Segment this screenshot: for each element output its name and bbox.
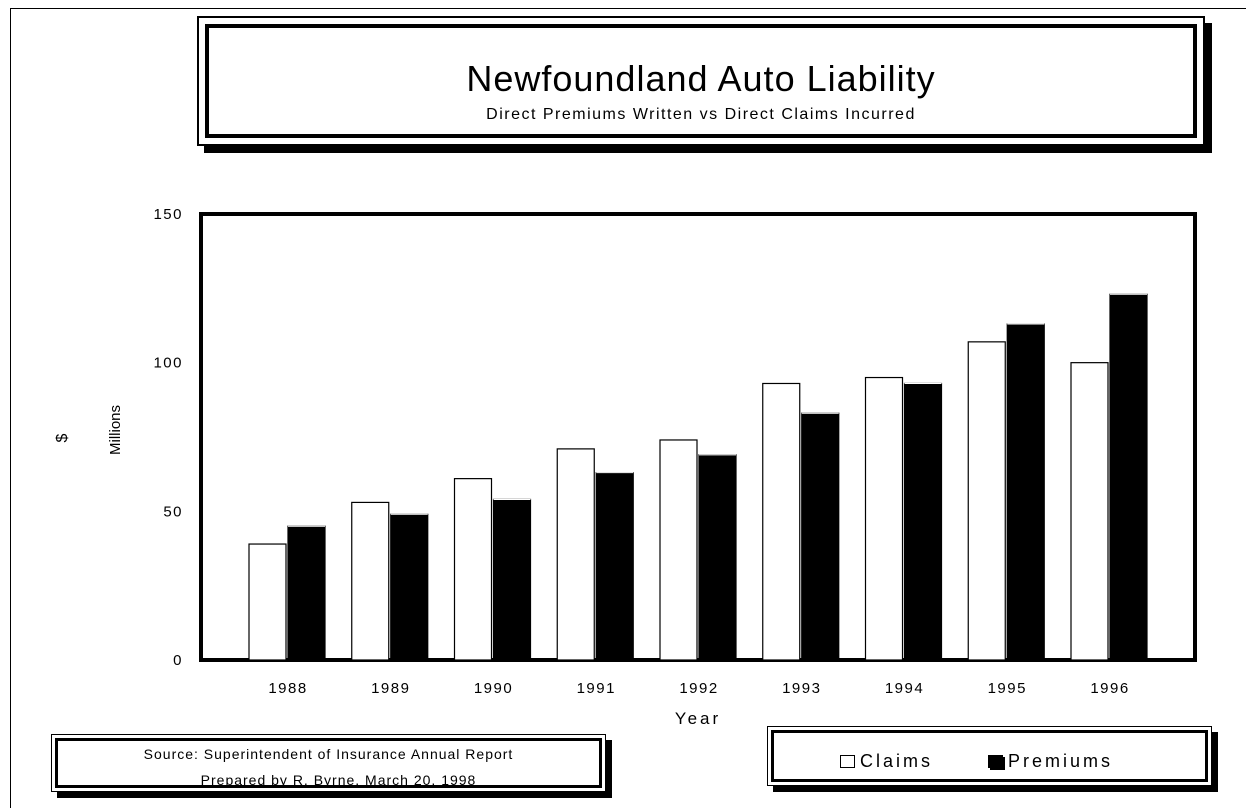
claims-bar [453,478,493,661]
legend: Claims Premiums [767,726,1212,786]
x-tick-label: 1995 [988,680,1027,697]
page-frame [10,8,1246,808]
x-axis-label: Year [675,709,721,728]
premiums-bar [1109,293,1148,661]
legend-item-claims: Claims [840,751,933,772]
claims-bar [556,448,595,661]
y-axis-label-unit: Millions [107,405,124,455]
y-tick-label: 100 [153,355,183,372]
claims-bar [1070,362,1109,661]
y-tick-label: 150 [153,206,183,223]
tick-labels: 1988 1989 1990 1991 1992 1993 1994 1995 1996 0 50 1… [153,206,1129,697]
legend-inner-frame: Claims Premiums [771,730,1208,782]
premiums-bar [1006,323,1045,661]
legend-item-premiums: Premiums [988,751,1113,772]
x-tick-label: 1992 [679,680,718,697]
x-tick-label: 1991 [577,680,616,697]
premiums-bar [698,454,737,661]
premiums-swatch [988,755,1003,768]
legend-label-claims: Claims [860,751,934,771]
y-tick-label: 50 [163,503,183,520]
claims-bar [351,501,390,661]
title-box: Newfoundland Auto Liability Direct Premi… [197,16,1205,146]
plot-frame [199,212,1197,662]
claims-swatch [840,755,855,768]
premiums-bar [390,513,429,661]
chart-title: Newfoundland Auto Liability [466,58,936,99]
premiums-bar [492,498,532,661]
x-tick-label: 1993 [782,680,821,697]
y-tick-label: 0 [173,652,183,669]
claims-bar [762,382,801,661]
chart-subtitle: Direct Premiums Written vs Direct Claims… [486,106,916,123]
x-tick-label: 1996 [1090,680,1129,697]
source-box: Source: Superintendent of Insurance Annu… [51,734,606,792]
x-tick-label: 1994 [885,680,924,697]
claims-bar [659,439,698,661]
y-axis-label-symbol: $ [54,433,71,442]
title-inner-frame: Newfoundland Auto Liability Direct Premi… [205,24,1197,138]
x-tick-label: 1988 [268,680,307,697]
plot-area [199,212,1197,662]
premiums-bar [595,472,634,661]
legend-label-premiums: Premiums [1008,751,1114,771]
x-tick-label: 1990 [474,680,513,697]
source-text: Source: Superintendent of Insurance Annu… [143,746,514,762]
claims-bar [864,376,904,661]
premiums-bar [903,382,943,661]
source-inner-frame: Source: Superintendent of Insurance Annu… [55,738,602,788]
prepared-by-text: Prepared by R. Byrne, March 20, 1998 [200,772,477,788]
x-tick-label: 1989 [371,680,410,697]
premiums-bar [801,412,840,661]
claims-bar [248,543,287,661]
claims-bar [967,341,1006,661]
premiums-bar [287,525,326,661]
